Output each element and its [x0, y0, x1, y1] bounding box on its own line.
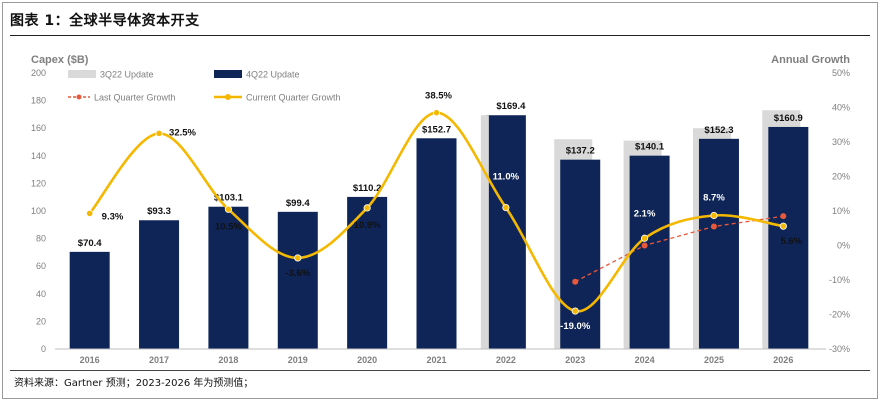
current-quarter-growth-point: [502, 203, 510, 212]
source-note: 资料来源：Gartner 预测；2023-2026 年为预测值；: [14, 378, 254, 389]
bar-4q22: [69, 251, 110, 349]
growth-label: 2.1%: [634, 208, 656, 219]
legend-swatch: [68, 70, 96, 78]
x-tick-label: 2025: [704, 355, 724, 365]
x-tick-label: 2017: [149, 355, 169, 365]
bar-4q22: [416, 138, 457, 349]
x-tick-label: 2018: [218, 355, 238, 365]
legend-marker: [225, 94, 231, 100]
growth-label: -3.6%: [285, 268, 310, 279]
last-quarter-growth-point: [641, 242, 648, 249]
bar-4q22: [698, 138, 739, 349]
growth-label: 38.5%: [425, 91, 452, 102]
current-quarter-growth-point: [155, 129, 163, 137]
legend-label: 3Q22 Update: [100, 70, 154, 80]
bar-value-label: $110.2: [353, 183, 382, 194]
y-tick-right: 40%: [832, 103, 850, 113]
bar-value-label: $70.4: [78, 238, 102, 249]
y-tick-right: 30%: [832, 137, 850, 147]
growth-label: 10.9%: [354, 220, 381, 231]
growth-label: -19.0%: [560, 321, 591, 332]
y-axis-left-title: Capex ($B): [31, 54, 89, 66]
growth-label: 32.5%: [169, 127, 196, 138]
bar-4q22: [277, 211, 318, 349]
y-tick-left: 200: [31, 68, 46, 78]
current-quarter-growth-point: [294, 254, 302, 262]
y-tick-left: 120: [31, 178, 46, 188]
y-tick-left: 40: [36, 289, 46, 299]
growth-label: 11.0%: [493, 172, 520, 183]
current-quarter-growth-point: [571, 307, 579, 315]
x-tick-label: 2016: [80, 355, 100, 365]
last-quarter-growth-line: [574, 215, 784, 283]
y-axis-right-title: Annual Growth: [771, 54, 850, 66]
last-quarter-growth-point: [780, 213, 787, 220]
y-tick-right: -10%: [829, 275, 850, 285]
y-tick-left: 20: [36, 316, 46, 326]
y-tick-left: 180: [31, 96, 46, 106]
growth-label: 8.7%: [703, 192, 725, 203]
x-tick-label: 2019: [288, 355, 308, 365]
current-quarter-growth-point: [432, 109, 441, 117]
bar-value-label: $137.2: [566, 146, 595, 157]
growth-label: 10.5%: [215, 221, 242, 232]
bar-value-label: $152.3: [704, 125, 733, 136]
bar-value-label: $140.1: [635, 142, 665, 153]
bar-value-label: $152.7: [422, 124, 451, 135]
bar-4q22: [629, 155, 670, 349]
y-tick-left: 0: [41, 344, 46, 354]
bar-3q22: [480, 115, 489, 349]
current-quarter-growth-point: [710, 211, 718, 220]
y-tick-right: 50%: [832, 68, 850, 78]
y-tick-right: 0%: [837, 241, 850, 251]
figure-title: 图表 1：全球半导体资本开支: [10, 13, 200, 29]
y-tick-right: -20%: [829, 310, 850, 320]
bar-4q22: [560, 159, 601, 349]
legend-label: 4Q22 Update: [246, 70, 300, 80]
bar-4q22: [208, 206, 249, 349]
growth-label: 5.6%: [780, 236, 802, 247]
growth-label: 9.3%: [102, 211, 124, 222]
current-quarter-growth-point: [640, 234, 649, 242]
x-tick-label: 2022: [496, 355, 516, 365]
y-tick-left: 100: [31, 206, 46, 216]
legend-label: Current Quarter Growth: [246, 93, 341, 103]
title-divider: [10, 35, 870, 36]
bar-4q22: [139, 220, 180, 349]
bar-value-label: $93.3: [147, 206, 171, 217]
y-tick-left: 160: [31, 123, 46, 133]
current-quarter-growth-point: [86, 209, 94, 218]
last-quarter-growth-point: [710, 223, 717, 230]
y-tick-left: 80: [36, 234, 46, 244]
x-tick-label: 2024: [635, 355, 655, 365]
bar-value-label: $160.9: [774, 113, 803, 124]
bar-value-label: $99.4: [286, 198, 310, 209]
y-tick-right: -30%: [829, 344, 850, 354]
x-tick-label: 2020: [357, 355, 377, 365]
current-quarter-growth-point: [224, 205, 233, 213]
bar-value-label: $103.1: [214, 193, 244, 204]
y-tick-right: 20%: [832, 172, 850, 182]
bar-4q22: [768, 126, 809, 349]
y-tick-right: 10%: [832, 206, 850, 216]
current-quarter-growth-point: [779, 222, 787, 230]
x-tick-label: 2026: [773, 355, 793, 365]
x-tick-label: 2023: [565, 355, 585, 365]
last-quarter-growth-point: [572, 278, 579, 285]
bar-value-label: $169.4: [496, 101, 526, 112]
legend-label: Last Quarter Growth: [94, 93, 176, 103]
legend-marker: [76, 94, 82, 100]
y-tick-left: 140: [31, 151, 46, 161]
current-quarter-growth-point: [363, 204, 371, 212]
y-tick-left: 60: [36, 261, 46, 271]
source-divider: [10, 370, 870, 371]
legend-swatch: [214, 70, 242, 78]
x-tick-label: 2021: [426, 355, 446, 365]
